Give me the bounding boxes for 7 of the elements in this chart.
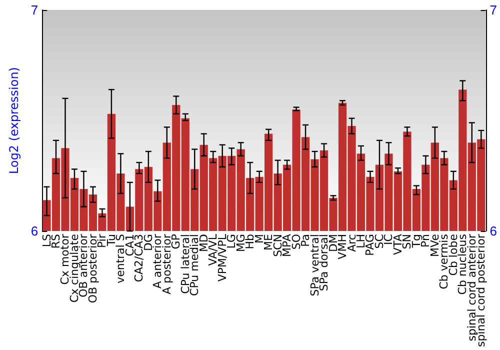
x-tick-label: Tg [410,234,423,249]
x-tick-label: spinal cord posterior [474,234,488,348]
y-axis-title: Log2 (expression) [7,67,21,174]
y2-tick-label: 7 [490,2,498,18]
y2-tick-label: 6 [490,224,498,239]
x-tick-label: A posterior [160,234,174,294]
x-tick-label: OB posterior [86,234,100,304]
